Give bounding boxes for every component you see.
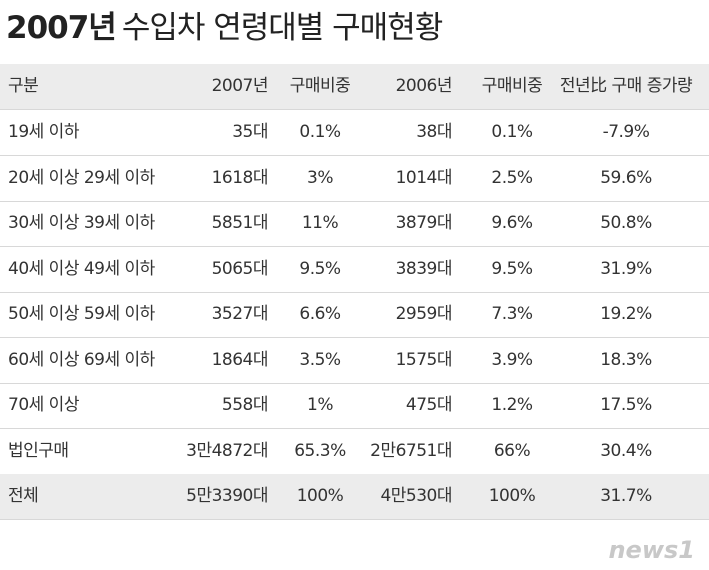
table-row: 60세 이상 69세 이하 1864대 3.5% 1575대 3.9% 18.3% (0, 338, 709, 384)
table-row: 전체 5만3390대 100% 4만530대 100% 31.7% (0, 474, 709, 520)
table-cell: 38대 (416, 122, 452, 142)
table-cell: 17.5% (600, 395, 652, 415)
table-cell: 35대 (232, 122, 268, 142)
table-row: 40세 이상 49세 이하 5065대 9.5% 3839대 9.5% 31.9% (0, 247, 709, 293)
table-cell: 66% (493, 440, 531, 461)
table-cell: 40세 이상 49세 이하 (8, 258, 155, 279)
table-cell: 3.9% (491, 349, 533, 370)
table-cell: 4만530대 (380, 486, 452, 506)
table-cell: 5851대 (211, 213, 269, 233)
table-cell: 9.5% (299, 258, 341, 279)
table-cell: 18.3% (600, 349, 652, 370)
table-cell: 1575대 (395, 349, 453, 370)
table-cell: 19세 이하 (8, 122, 79, 142)
table-cell: 2007년 (211, 76, 269, 96)
table-cell: 475대 (405, 395, 453, 415)
table-row: 20세 이상 29세 이하 1618대 3% 1014대 2.5% 59.6% (0, 156, 709, 202)
table-cell: 법인구매 (8, 440, 69, 461)
table-cell: 100% (296, 486, 344, 506)
table-cell: 5065대 (211, 258, 269, 279)
table-cell: 1014대 (395, 167, 453, 188)
table-row: 19세 이하 35대 0.1% 38대 0.1% -7.9% (0, 110, 709, 156)
table-cell: 30.4% (600, 440, 652, 461)
table-cell: 50세 이상 59세 이하 (8, 304, 155, 324)
table-cell: 5만3390대 (186, 486, 268, 506)
table-cell: 2만6751대 (370, 440, 452, 461)
title-rest: 수입차 연령대별 구매현황 (121, 10, 443, 46)
table-cell: 60세 이상 69세 이하 (8, 349, 155, 370)
table-cell: 9.6% (491, 213, 533, 233)
table-cell: 2959대 (395, 304, 453, 324)
table-cell: 6.6% (299, 304, 341, 324)
title: 2007년 수입차 연령대별 구매현황 (6, 2, 443, 47)
table-cell: 70세 이상 (8, 395, 79, 415)
table-cell: 1% (307, 395, 333, 415)
table-cell: 전체 (8, 486, 39, 506)
table-cell: 7.3% (491, 304, 533, 324)
table-cell: 9.5% (491, 258, 533, 279)
table-cell: 50.8% (600, 213, 652, 233)
table-row: 법인구매 3만4872대 65.3% 2만6751대 66% 30.4% (0, 429, 709, 475)
table-cell: 1618대 (211, 167, 269, 188)
table-cell: 20세 이상 29세 이하 (8, 167, 155, 188)
table-cell: 3.5% (299, 349, 341, 370)
table-cell: 1.2% (491, 395, 533, 415)
table-cell: 1864대 (211, 349, 269, 370)
table-cell: 구분 (8, 76, 39, 96)
table-cell: 0.1% (491, 122, 533, 142)
table-cell: 3879대 (395, 213, 453, 233)
table-cell: 전년比 구매 증가량 (559, 76, 693, 96)
table-cell: 558대 (221, 395, 269, 415)
table-cell: 100% (488, 486, 536, 506)
table-cell: 0.1% (299, 122, 341, 142)
table-cell: 3% (307, 167, 333, 188)
table-cell: 11% (301, 213, 339, 233)
table-cell: 2006년 (395, 76, 453, 96)
table-row: 70세 이상 558대 1% 475대 1.2% 17.5% (0, 383, 709, 429)
table-cell: 59.6% (600, 167, 652, 188)
table-cell: 30세 이상 39세 이하 (8, 213, 155, 233)
logo: news1 (608, 536, 695, 564)
table-cell: 3만4872대 (186, 440, 268, 461)
table-cell: -7.9% (602, 122, 650, 142)
table-row: 50세 이상 59세 이하 3527대 6.6% 2959대 7.3% 19.2% (0, 292, 709, 338)
table-cell: 65.3% (294, 440, 346, 461)
table-cell: 구매비중 (289, 76, 351, 96)
table-cell: 3839대 (395, 258, 453, 279)
table-row: 구분 2007년 구매비중 2006년 구매비중 전년比 구매 증가량 (0, 64, 709, 110)
table-row: 30세 이상 39세 이하 5851대 11% 3879대 9.6% 50.8% (0, 201, 709, 247)
table-cell: 3527대 (211, 304, 269, 324)
table-cell: 2.5% (491, 167, 533, 188)
table-cell: 31.7% (600, 486, 652, 506)
table-cell: 31.9% (600, 258, 652, 279)
table-cell: 구매비중 (481, 76, 543, 96)
title-bold: 2007년 (6, 10, 117, 46)
table-cell: 19.2% (600, 304, 652, 324)
